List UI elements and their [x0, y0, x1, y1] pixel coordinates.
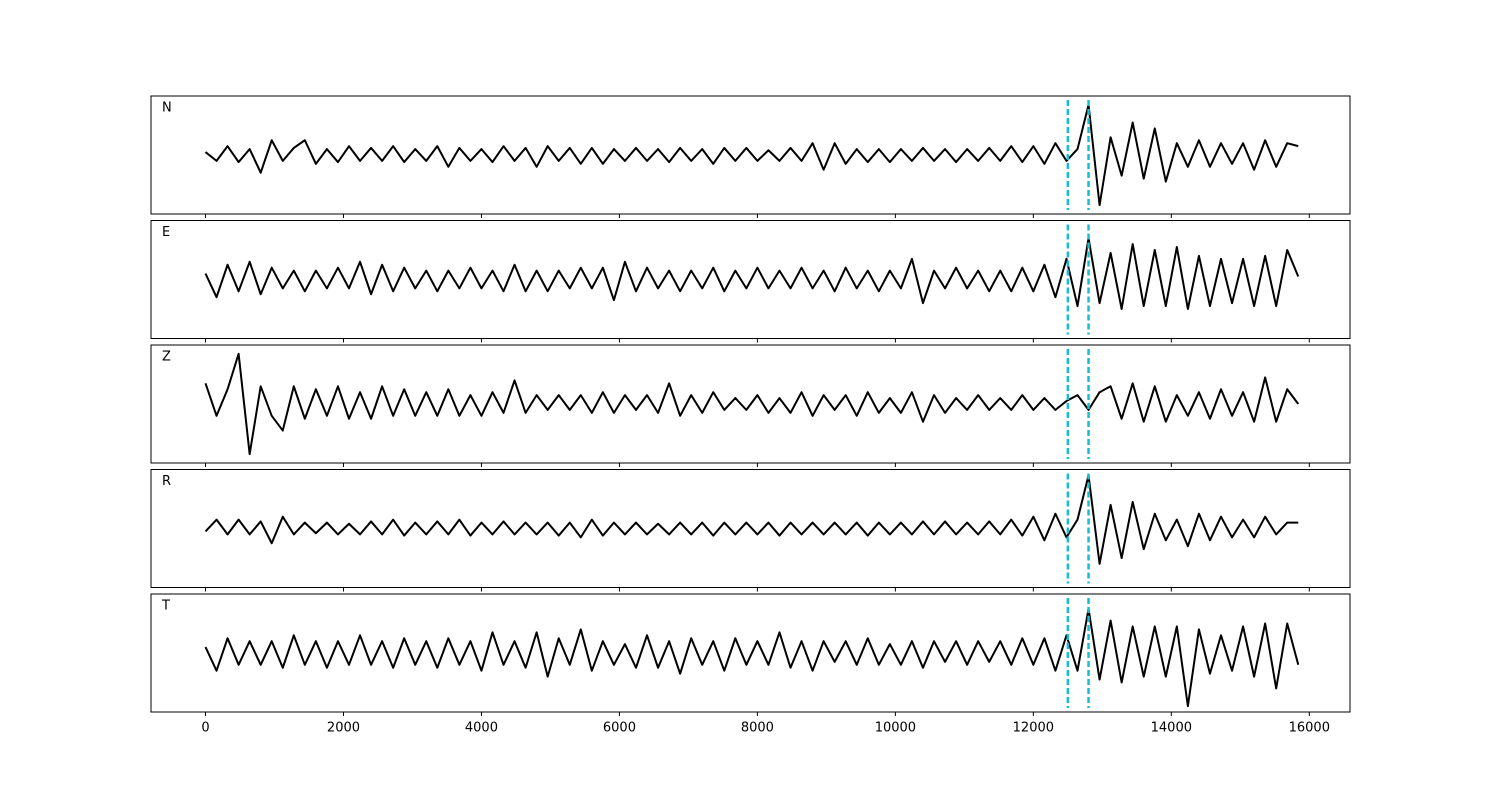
x-tick-label: 10000 [875, 721, 916, 736]
x-tick-label: 16000 [1289, 721, 1330, 736]
x-tick-label: 14000 [1151, 721, 1192, 736]
panel-frame [150, 344, 1351, 464]
panel-label: T [161, 599, 170, 614]
x-tick-label: 12000 [1013, 721, 1054, 736]
panel-label: N [162, 101, 172, 116]
panel-label: Z [162, 350, 171, 365]
x-tick-label: 4000 [465, 721, 498, 736]
panel-frame [150, 469, 1351, 588]
x-tick-label: 2000 [327, 721, 360, 736]
x-tick-label: 8000 [741, 721, 774, 736]
panel-frame [150, 95, 1351, 215]
panel-frame [150, 220, 1351, 339]
x-tick-label: 0 [201, 721, 209, 736]
trace [204, 352, 1300, 456]
trace [204, 237, 1300, 310]
x-tick-label: 6000 [603, 721, 636, 736]
panel-frame [150, 593, 1351, 713]
panel-label: R [162, 474, 171, 489]
trace [204, 607, 1300, 708]
trace [204, 103, 1299, 207]
panel-label: E [162, 225, 170, 240]
trace [204, 474, 1299, 565]
